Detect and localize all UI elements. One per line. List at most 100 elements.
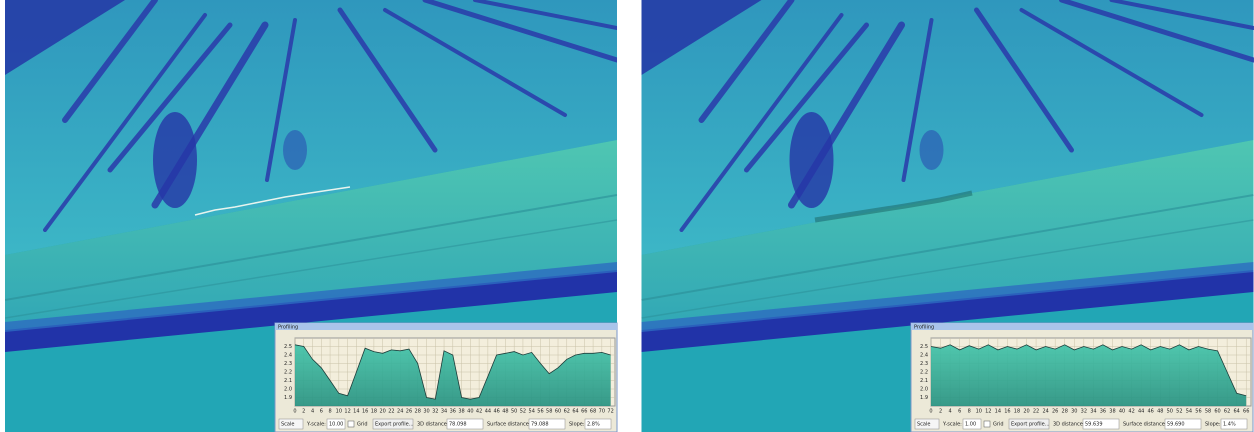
x-tick-label: 68 (590, 409, 596, 415)
x-tick-label: 30 (1071, 409, 1077, 415)
y-tick-label: 2.3 (920, 361, 928, 367)
title-bar (275, 323, 617, 330)
x-tick-label: 6 (320, 409, 323, 415)
screenshot: Profiling1.92.02.12.22.32.42.50246810121… (0, 0, 1254, 432)
y-tick-label: 2.0 (284, 387, 292, 393)
x-tick-label: 38 (458, 409, 464, 415)
window-title: Profiling (914, 324, 934, 330)
x-tick-label: 70 (599, 409, 605, 415)
x-tick-label: 46 (493, 409, 499, 415)
x-tick-label: 10 (976, 409, 982, 415)
y-tick-label: 2.1 (920, 378, 928, 384)
y-tick-label: 2.2 (920, 370, 928, 376)
x-tick-label: 66 (1243, 409, 1249, 415)
y-tick-label: 1.9 (284, 395, 292, 401)
x-tick-label: 20 (1023, 409, 1029, 415)
x-tick-label: 48 (502, 409, 508, 415)
x-tick-label: 26 (406, 409, 412, 415)
x-tick-label: 0 (293, 409, 296, 415)
y-tick-label: 2.5 (284, 344, 292, 350)
profiling-window: Profiling1.92.02.12.22.32.42.50246810121… (911, 323, 1253, 432)
x-tick-label: 32 (1081, 409, 1087, 415)
grid-label: Grid (993, 422, 1004, 428)
distance-label: 3D distance: (1053, 422, 1085, 428)
x-tick-label: 2 (939, 409, 942, 415)
x-tick-label: 42 (1128, 409, 1134, 415)
x-tick-label: 22 (1033, 409, 1039, 415)
y-tick-label: 1.9 (920, 395, 928, 401)
x-tick-label: 56 (537, 409, 543, 415)
x-tick-label: 28 (415, 409, 421, 415)
x-tick-label: 24 (397, 409, 403, 415)
x-tick-label: 34 (1090, 409, 1096, 415)
y-scale-label: Y-scale: (306, 422, 326, 428)
x-tick-label: 18 (1014, 409, 1020, 415)
x-tick-label: 4 (949, 409, 952, 415)
export-button: Export profile... (1011, 422, 1050, 428)
x-tick-label: 34 (441, 409, 447, 415)
title-bar (911, 323, 1253, 330)
scale-dropdown: Scale (917, 422, 930, 428)
y-tick-label: 2.2 (284, 370, 292, 376)
x-tick-label: 50 (511, 409, 517, 415)
x-tick-label: 14 (995, 409, 1001, 415)
distance-field: 78.098 (449, 422, 467, 428)
x-tick-label: 16 (1004, 409, 1010, 415)
x-tick-label: 50 (1167, 409, 1173, 415)
slope-field: 2.8% (587, 422, 600, 428)
x-tick-label: 20 (379, 409, 385, 415)
window-title: Profiling (278, 324, 298, 330)
slope-label: Slope: (1205, 422, 1221, 428)
y-tick-label: 2.4 (284, 353, 292, 359)
x-tick-label: 60 (1214, 409, 1220, 415)
x-tick-label: 64 (1233, 409, 1239, 415)
surface-label: Surface distance: (487, 422, 531, 428)
grid-checkbox[interactable] (984, 421, 990, 427)
x-tick-label: 62 (564, 409, 570, 415)
distance-field: 59.639 (1085, 422, 1103, 428)
y-tick-label: 2.1 (284, 378, 292, 384)
surface-field: 79.088 (531, 422, 549, 428)
x-tick-label: 52 (520, 409, 526, 415)
x-tick-label: 40 (467, 409, 473, 415)
surface-label: Surface distance: (1123, 422, 1167, 428)
x-tick-label: 72 (607, 409, 613, 415)
slope-label: Slope: (569, 422, 585, 428)
x-tick-label: 62 (1224, 409, 1230, 415)
export-button: Export profile... (375, 422, 414, 428)
grid-label: Grid (357, 422, 368, 428)
x-tick-label: 10 (336, 409, 342, 415)
x-tick-label: 6 (958, 409, 961, 415)
x-tick-label: 36 (450, 409, 456, 415)
surface-field: 59.690 (1167, 422, 1185, 428)
x-tick-label: 38 (1109, 409, 1115, 415)
x-tick-label: 58 (1205, 409, 1211, 415)
x-tick-label: 14 (353, 409, 359, 415)
area-fill (931, 345, 1246, 406)
x-tick-label: 30 (423, 409, 429, 415)
y-tick-label: 2.4 (920, 353, 928, 359)
x-tick-label: 16 (362, 409, 368, 415)
x-tick-label: 26 (1052, 409, 1058, 415)
x-tick-label: 52 (1176, 409, 1182, 415)
page: Profiling1.92.02.12.22.32.42.50246810121… (0, 0, 1254, 432)
x-tick-label: 4 (311, 409, 314, 415)
x-tick-label: 54 (529, 409, 535, 415)
y-tick-label: 2.5 (920, 344, 928, 350)
x-tick-label: 56 (1195, 409, 1201, 415)
x-tick-label: 66 (581, 409, 587, 415)
x-tick-label: 8 (328, 409, 331, 415)
x-tick-label: 32 (432, 409, 438, 415)
x-tick-label: 2 (302, 409, 305, 415)
scale-dropdown: Scale (281, 422, 294, 428)
y-tick-label: 2.0 (920, 387, 928, 393)
x-tick-label: 18 (371, 409, 377, 415)
x-tick-label: 28 (1062, 409, 1068, 415)
x-tick-label: 36 (1100, 409, 1106, 415)
x-tick-label: 54 (1186, 409, 1192, 415)
x-tick-label: 64 (572, 409, 578, 415)
slope-field: 1.4% (1223, 422, 1236, 428)
grid-checkbox[interactable] (348, 421, 354, 427)
x-tick-label: 0 (929, 409, 932, 415)
